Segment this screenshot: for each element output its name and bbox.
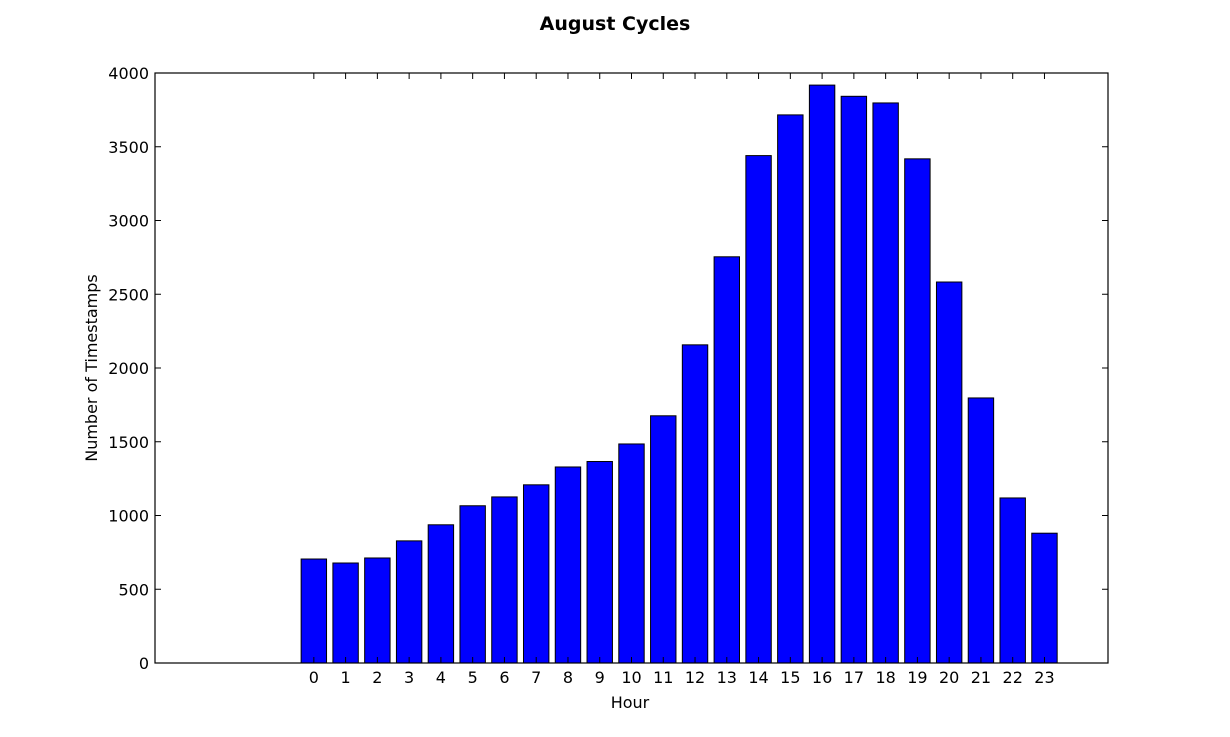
- x-tick-label: 1: [341, 668, 351, 687]
- x-tick-label: 9: [595, 668, 605, 687]
- bar-hour-5: [459, 505, 486, 664]
- y-tick-label: 3000: [108, 212, 149, 231]
- y-tick-label: 4000: [108, 64, 149, 83]
- x-tick-label: 15: [780, 668, 800, 687]
- x-tick-label: 12: [685, 668, 705, 687]
- y-axis-label: Number of Timestamps: [82, 274, 101, 462]
- bar-hour-13: [713, 256, 741, 664]
- x-tick-label: 3: [404, 668, 414, 687]
- x-axis-label: Hour: [611, 693, 650, 712]
- x-tick-label: 19: [907, 668, 927, 687]
- y-tick-label: 500: [118, 580, 149, 599]
- bar-hour-4: [427, 524, 455, 664]
- bar-hour-22: [999, 497, 1026, 664]
- bar-hour-12: [681, 344, 709, 664]
- bar-hour-9: [586, 461, 613, 664]
- x-tick-label: 7: [531, 668, 541, 687]
- y-tick-label: 2500: [108, 285, 149, 304]
- y-tick-label: 1500: [108, 433, 149, 452]
- bar-hour-19: [904, 158, 931, 664]
- x-tick-label: 17: [844, 668, 864, 687]
- bars-group: [300, 84, 1058, 664]
- x-tick-label: 22: [1003, 668, 1023, 687]
- x-tick-label: 21: [971, 668, 991, 687]
- bar-hour-14: [745, 155, 772, 664]
- bar-hour-0: [300, 558, 328, 664]
- y-tick-label: 0: [139, 654, 149, 673]
- y-tick-label: 2000: [108, 359, 149, 378]
- bar-hour-15: [777, 114, 804, 664]
- bar-hour-6: [491, 496, 518, 664]
- plot-area-frame: [154, 72, 1109, 664]
- x-tick-label: 5: [468, 668, 478, 687]
- bar-hour-18: [872, 102, 899, 664]
- bar-hour-2: [364, 557, 391, 664]
- x-tick-label: 16: [812, 668, 832, 687]
- x-tick-label: 23: [1034, 668, 1054, 687]
- bar-hour-10: [618, 443, 645, 664]
- ticks-group: 0 1 2 3 4 5 6 7 8 9 10 11 12 13 14 15 16 17 18 19 20 21 22 2305…: [108, 64, 1108, 687]
- x-tick-label: 2: [372, 668, 382, 687]
- x-tick-label: 8: [563, 668, 573, 687]
- bar-hour-21: [967, 397, 995, 664]
- x-tick-label: 14: [748, 668, 768, 687]
- bar-hour-11: [650, 415, 677, 664]
- bar-hour-1: [332, 562, 359, 664]
- bar-hour-23: [1031, 532, 1058, 664]
- x-tick-label: 13: [717, 668, 737, 687]
- x-tick-label: 4: [436, 668, 446, 687]
- x-tick-label: 10: [621, 668, 641, 687]
- chart-title: August Cycles: [540, 13, 691, 35]
- x-tick-label: 18: [875, 668, 895, 687]
- bar-hour-17: [840, 95, 868, 664]
- bar-hour-20: [935, 281, 963, 664]
- bar-hour-8: [554, 466, 582, 664]
- y-tick-label: 3500: [108, 138, 149, 157]
- bar-hour-3: [395, 540, 423, 664]
- x-tick-label: 11: [653, 668, 673, 687]
- bar-hour-16: [808, 84, 836, 664]
- x-tick-label: 6: [499, 668, 509, 687]
- bar-hour-7: [522, 484, 550, 664]
- x-tick-label: 0: [309, 668, 319, 687]
- x-tick-label: 20: [939, 668, 959, 687]
- y-tick-label: 1000: [108, 507, 149, 526]
